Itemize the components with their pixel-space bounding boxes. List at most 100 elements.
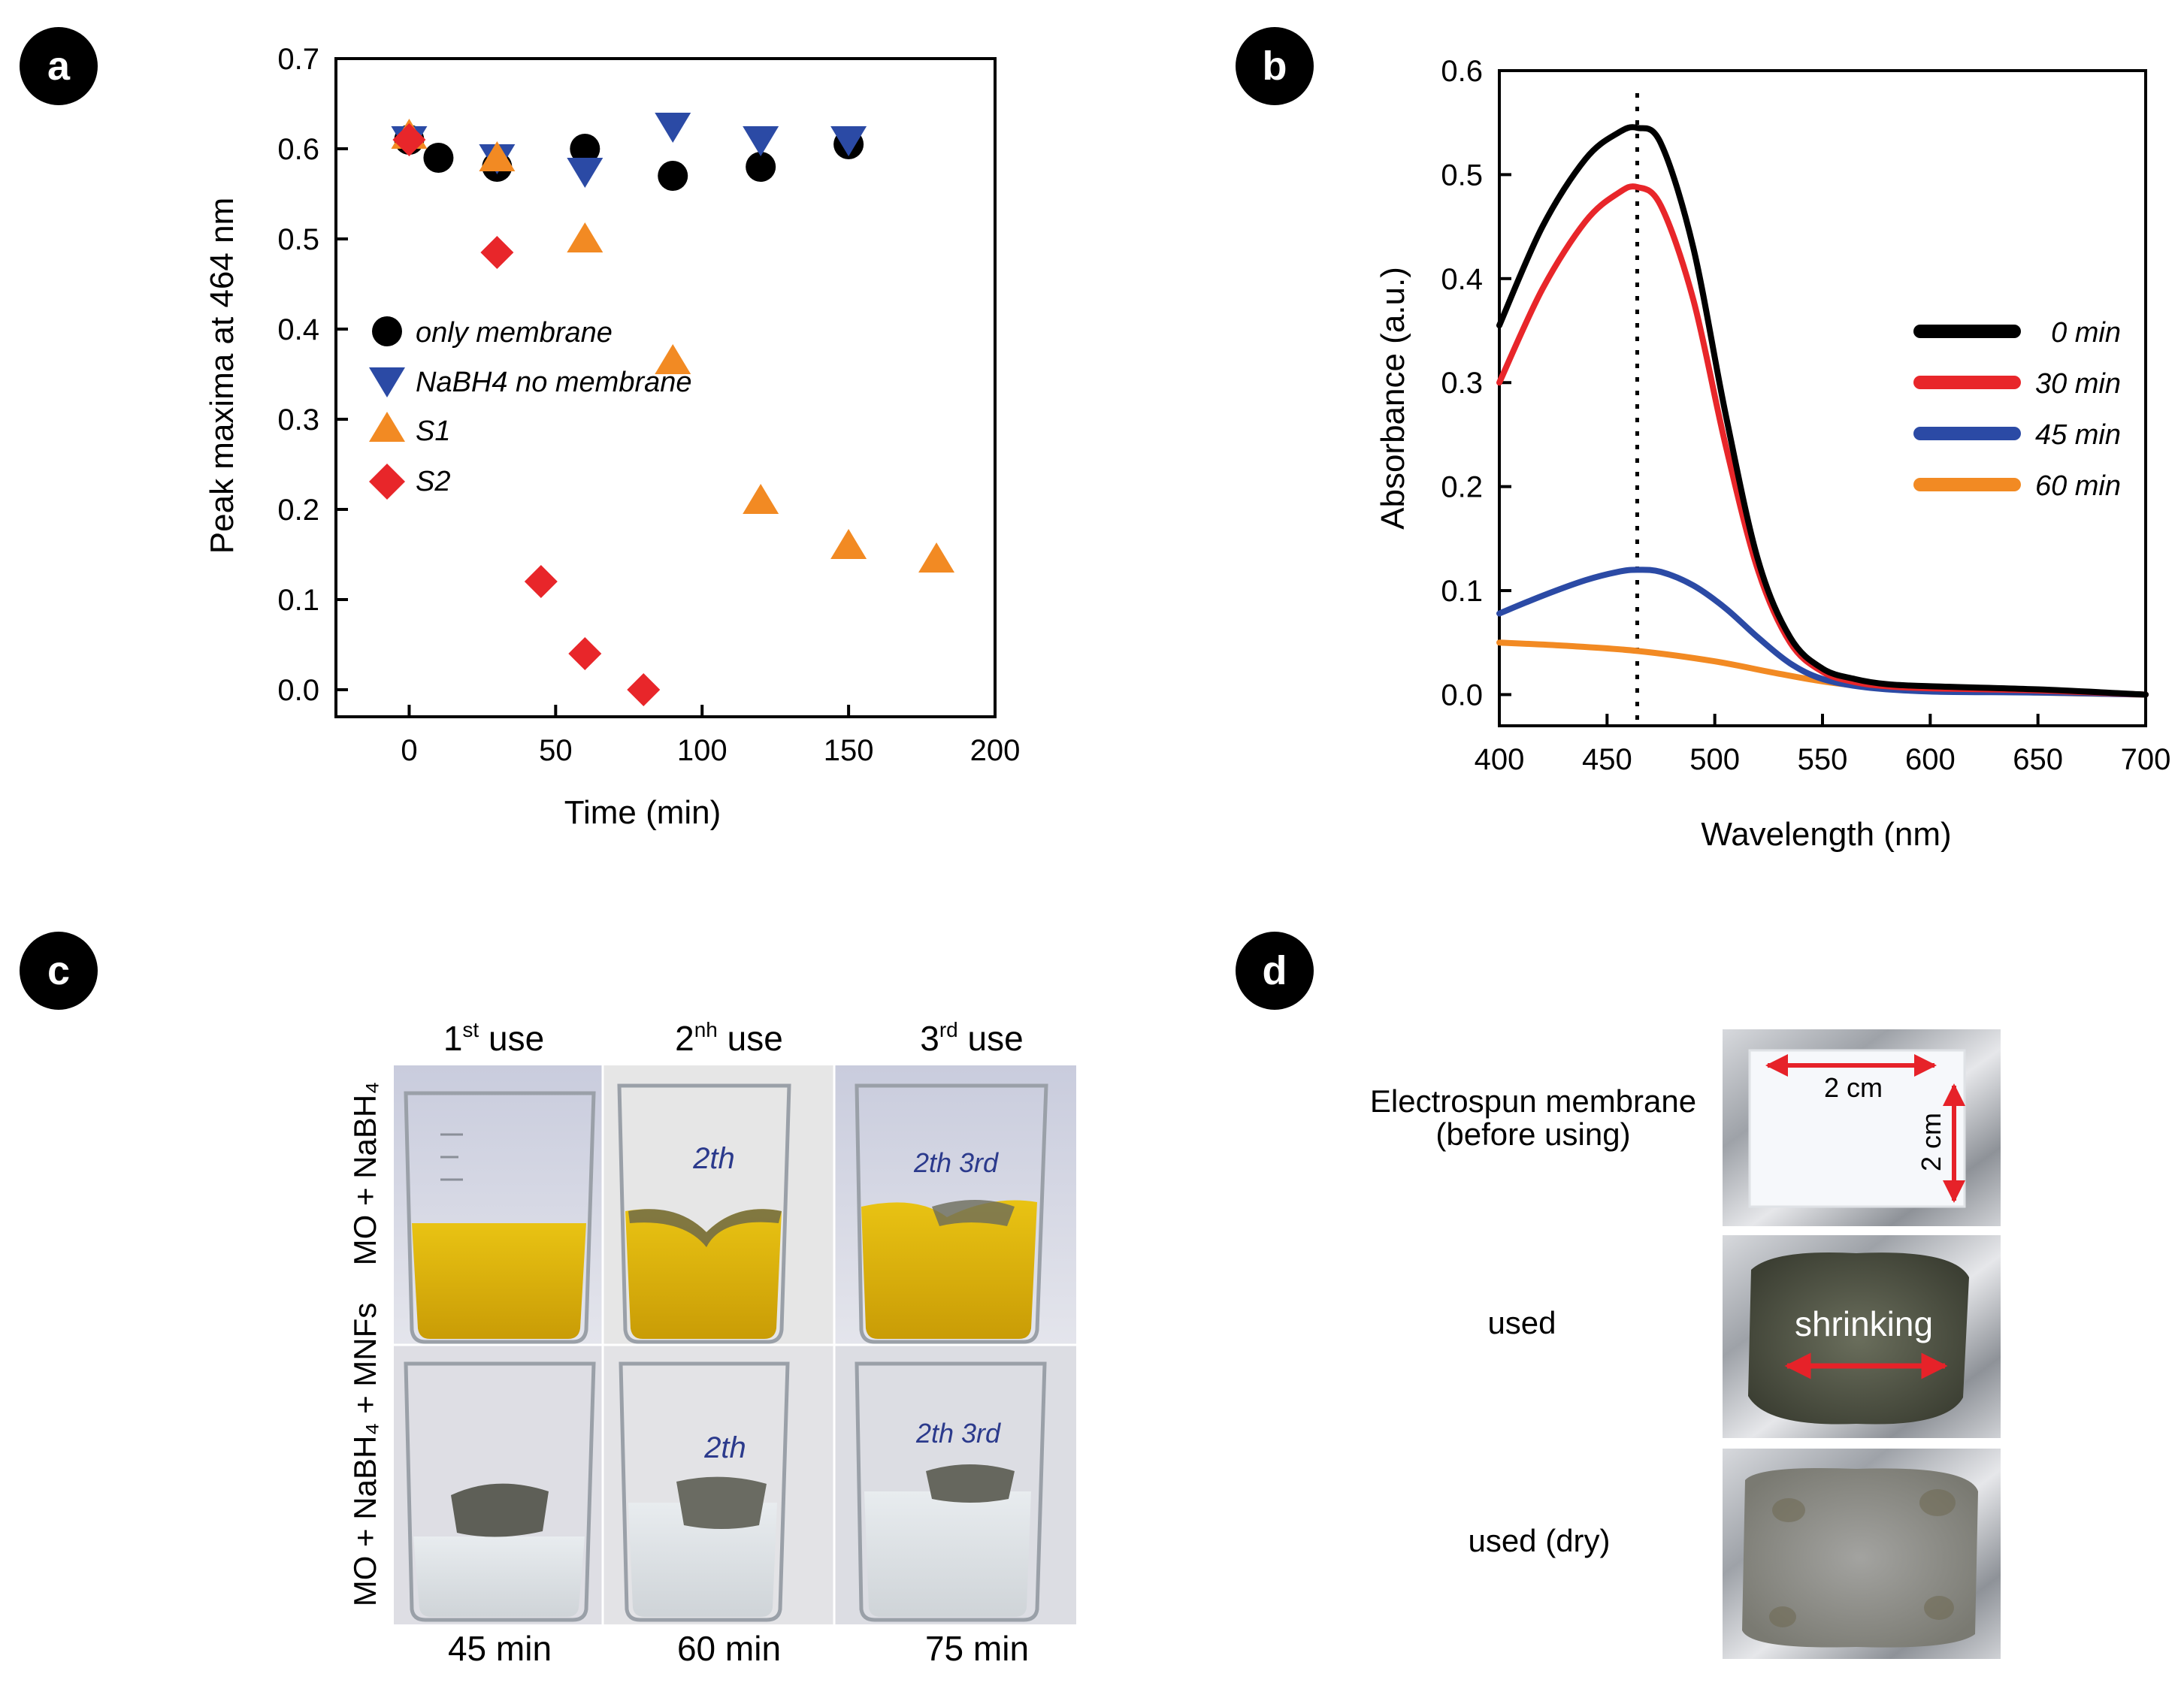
panel-b-y-label: Absorbance (a.u.) (1375, 267, 1411, 530)
panel-b: b 400 450 500 550 600 650 700 0.00.10.20.30.40… (1236, 27, 2170, 853)
point-s2 (568, 637, 602, 670)
panel-a-x-tick-label: 200 (970, 734, 1021, 767)
point-s2 (392, 123, 426, 156)
legend-label-s1: S1 (416, 415, 450, 447)
beaker-mark-2th-3rd-row2: 2th 3rd (915, 1418, 1001, 1449)
photo-used-dry-membrane (1723, 1449, 2001, 1659)
panel-d: d Electrospun membrane (before using) us… (1236, 932, 2001, 1659)
legend-entry-0-min: 0 min (1913, 317, 2121, 349)
panel-a-badge (20, 27, 98, 105)
time-label-75-min: 75 min (925, 1629, 1029, 1668)
panel-a-x-tick-label: 100 (677, 734, 727, 767)
point-only-membrane (658, 161, 688, 191)
panel-a-letter: a (47, 44, 71, 89)
panel-a-y-tick-label: 0.1 (277, 584, 319, 617)
panel-b-y-tick-label: 0.5 (1441, 159, 1483, 192)
legend-entry-30-min: 30 min (1913, 368, 2121, 400)
spectrum-line-45-min (1496, 567, 2149, 698)
row-label-mo-nabh4-mnfs: MO + NaBH₄ + MNFs (347, 1303, 383, 1607)
panel-a-y-label: Peak maxima at 464 nm (204, 198, 240, 554)
legend-label-only-membrane: only membrane (416, 317, 613, 349)
legend-marker-diamond (369, 464, 405, 500)
label-before-using: (before using) (1435, 1116, 1630, 1152)
point-s1 (655, 344, 691, 374)
annotation-shrinking: shrinking (1795, 1304, 1933, 1343)
photo-used-membrane: shrinking (1723, 1235, 2001, 1438)
legend-entry-s2: S2 (369, 464, 450, 500)
panel-b-y-tick-label: 0.1 (1441, 575, 1483, 608)
panel-a-x-tick-label: 50 (539, 734, 573, 767)
beaker-row1-col3: 2th 3rd (855, 1083, 1048, 1344)
point-s1 (743, 484, 779, 514)
beaker-mark-2th: 2th (692, 1142, 735, 1175)
dimension-horizontal: 2 cm (1824, 1072, 1883, 1103)
point-nabh4-no-membrane (567, 158, 603, 188)
point-only-membrane (746, 152, 776, 182)
column-header-3rd-use: 3rd use (920, 1018, 1023, 1058)
column-header-1st-use: 1st use (443, 1018, 544, 1058)
beaker-row2-col1 (404, 1361, 596, 1622)
panel-c-letter: c (47, 948, 70, 993)
photo-fresh-membrane: 2 cm 2 cm (1723, 1029, 2001, 1226)
point-s1 (567, 222, 603, 252)
panel-a-x-tick-label: 0 (401, 734, 417, 767)
legend-marker-triangle-up (369, 412, 405, 442)
panel-b-y-tick-label: 0.4 (1441, 263, 1483, 296)
point-only-membrane (423, 143, 454, 173)
panel-b-y-tick-label: 0.3 (1441, 367, 1483, 400)
panel-b-y-tick-label: 0.6 (1441, 55, 1483, 88)
point-s2 (480, 236, 514, 269)
panel-a-x-axis: 0 50 100 150 200 (401, 705, 1020, 767)
point-s1 (830, 529, 867, 559)
panel-c-badge (20, 932, 98, 1010)
point-nabh4-no-membrane (655, 113, 691, 143)
panel-a-y-tick-label: 0.2 (277, 494, 319, 527)
point-s1 (918, 542, 955, 573)
panel-c: c 1st use 2nh use 3rd use MO + NaBH₄ MO … (20, 932, 1076, 1668)
time-label-60-min: 60 min (677, 1629, 781, 1668)
panel-b-x-tick-label: 700 (2121, 743, 2171, 776)
point-s2 (627, 673, 661, 706)
column-header-2nd-use: 2nh use (675, 1018, 783, 1058)
point-nabh4-no-membrane (743, 126, 779, 156)
legend-marker-circle (372, 316, 402, 346)
label-used-dry: used (dry) (1468, 1523, 1610, 1558)
label-electrospun-membrane: Electrospun membrane (1370, 1083, 1696, 1119)
panel-b-y-axis: 0.0 0.1 0.2 0.3 0.4 0.5 0.6 (1441, 55, 1511, 712)
panel-d-letter: d (1263, 948, 1287, 993)
point-nabh4-no-membrane (830, 126, 867, 156)
panel-b-x-label: Wavelength (nm) (1701, 816, 1951, 853)
legend-label-60-min: 60 min (2035, 470, 2121, 502)
panel-b-y-tick-label: 0.2 (1441, 471, 1483, 504)
beaker-row2-col2: 2th (619, 1361, 790, 1622)
beaker-mark-2th-row2: 2th (703, 1431, 746, 1464)
panel-b-x-tick-label: 650 (2013, 743, 2063, 776)
dimension-vertical: 2 cm (1916, 1113, 1947, 1171)
panel-a-x-tick-label: 150 (824, 734, 874, 767)
panel-b-badge (1236, 27, 1314, 105)
panel-b-letter: b (1263, 44, 1287, 89)
point-only-membrane (570, 134, 600, 164)
panel-b-legend: 0 min 30 min 45 min 60 min (1913, 317, 2121, 502)
legend-entry-nabh4-no-membrane: NaBH4 no membrane (369, 367, 692, 398)
panel-a-y-tick-label: 0.0 (277, 674, 319, 707)
legend-label-nabh4-no-membrane: NaBH4 no membrane (416, 367, 692, 398)
beaker-row1-col2: 2th (617, 1083, 791, 1344)
point-s1 (479, 141, 516, 171)
legend-label-s2: S2 (416, 466, 450, 497)
legend-entry-45-min: 45 min (1913, 419, 2121, 451)
beaker-row1-col1 (404, 1091, 596, 1344)
beaker-row2-col3: 2th 3rd (855, 1361, 1047, 1622)
panel-a-y-tick-label: 0.4 (277, 313, 319, 346)
panel-a-legend: only membrane NaBH4 no membrane S1 S2 (369, 316, 692, 500)
panel-b-spectra (1496, 93, 2149, 726)
panel-a-data-points (391, 113, 955, 706)
panel-a-y-tick-label: 0.3 (277, 403, 319, 437)
spectrum-line-0-min (1496, 124, 2149, 698)
panel-a-plot-frame (334, 57, 997, 718)
panel-a-y-tick-label: 0.5 (277, 223, 319, 256)
panel-b-x-tick-label: 400 (1475, 743, 1525, 776)
time-label-45-min: 45 min (448, 1629, 552, 1668)
panel-b-x-tick-label: 450 (1582, 743, 1632, 776)
